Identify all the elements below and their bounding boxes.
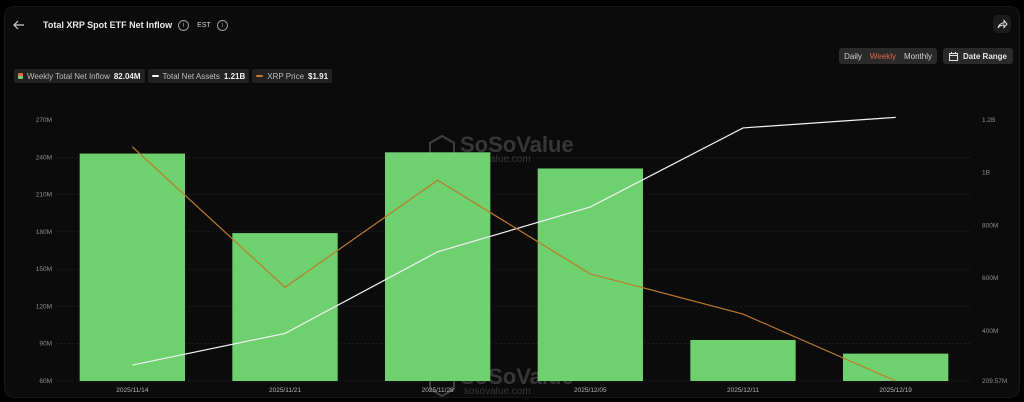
y-left-tick-label: 90M [39,341,52,348]
legend-item-assets[interactable]: Total Net Assets 1.21B [147,69,250,83]
x-tick-label: 2025/12/19 [879,387,912,394]
y-right-tick-label: 400M [982,328,998,335]
x-tick-label: 2025/12/11 [727,387,759,394]
x-tick-label: 2025/12/05 [574,387,607,394]
page-title: Total XRP Spot ETF Net Inflow [43,20,173,30]
y-right-tick-label: 600M [982,275,998,282]
legend-assets-label: Total Net Assets [162,71,220,81]
legend-inflow-value: 82.04M [113,71,141,81]
legend-price-label: XRP Price [267,71,305,81]
legend-inflow-label: Weekly Total Net Inflow [27,71,110,81]
inflow-bar [537,168,644,381]
timezone-label: EST [197,21,211,29]
inflow-bar [842,353,949,381]
y-left-tick-label: 270M [36,117,52,124]
xrp-price-line [131,146,896,382]
header: Total XRP Spot ETF Net Inflow i EST i [11,17,228,33]
y-right-tick-label: 800M [982,222,998,229]
price-swatch [256,75,264,77]
tab-weekly[interactable]: Weekly [869,51,896,61]
tab-daily[interactable]: Daily [844,51,862,61]
calendar-icon [948,51,958,61]
info-icon[interactable]: i [178,19,190,31]
y-left-tick-label: 120M [36,303,52,310]
y-right-tick-label: 209.57M [982,378,1007,385]
legend-item-price[interactable]: XRP Price $1.91 [252,69,333,83]
y-right-tick-label: 1B [982,170,990,177]
inflow-bar [690,339,796,381]
y-left-tick-label: 210M [36,192,52,199]
date-range-label: Date Range [962,51,1007,61]
x-tick-label: 2025/11/21 [269,387,301,394]
legend-price-value: $1.91 [308,71,329,81]
legend-item-inflow[interactable]: Weekly Total Net Inflow 82.04M [14,69,145,83]
watermark-url: sosovalue.com [464,154,531,165]
assets-swatch [151,75,159,77]
timezone-info-icon[interactable]: i [216,19,228,31]
inflow-bar [232,233,338,381]
tab-monthly[interactable]: Monthly [903,51,932,61]
inflow-bar [384,152,491,381]
inflow-bar [79,153,186,381]
watermark-url: sosovalue.com [464,386,531,397]
share-button[interactable] [993,15,1011,33]
y-left-tick-label: 180M [36,229,52,236]
y-left-tick-label: 60M [39,378,52,385]
interval-tabs: Daily Weekly Monthly [839,48,937,64]
net-assets-line [132,116,896,366]
legend-assets-value: 1.21B [223,71,246,81]
x-tick-label: 2025/11/28 [422,387,454,394]
y-left-tick-label: 150M [36,266,52,273]
inflow-swatch [18,73,23,79]
legend: Weekly Total Net Inflow 82.04M Total Net… [14,69,333,83]
back-arrow-icon[interactable] [11,17,27,33]
share-icon [997,19,1008,29]
x-tick-label: 2025/11/14 [116,387,148,394]
y-right-tick-label: 1.2B [982,117,995,124]
date-range-button[interactable]: Date Range [943,48,1013,64]
y-left-tick-label: 240M [36,154,52,161]
